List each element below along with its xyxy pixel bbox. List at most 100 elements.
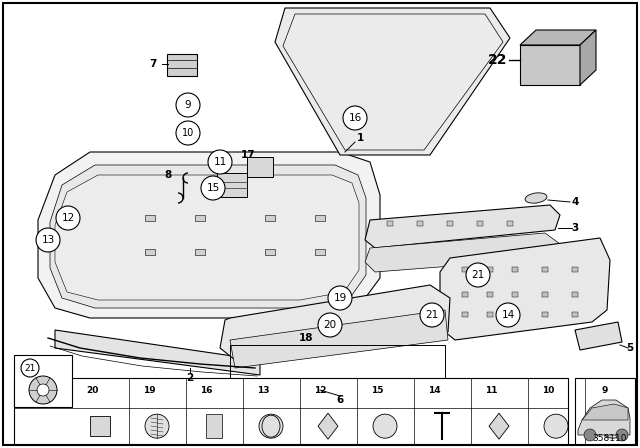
Polygon shape [50,165,366,308]
Text: 20: 20 [86,385,98,395]
Text: 4: 4 [572,197,579,207]
Circle shape [318,313,342,337]
Polygon shape [55,330,260,375]
Circle shape [584,429,596,441]
Bar [487,267,493,272]
Bar [542,292,548,297]
Circle shape [420,303,444,327]
Bar [572,267,578,272]
Bar [462,267,468,272]
FancyBboxPatch shape [167,54,197,76]
Polygon shape [575,322,622,350]
Bar [520,45,580,85]
Bar [195,215,205,221]
Circle shape [373,414,397,438]
Text: 19: 19 [333,293,347,303]
Text: 13: 13 [42,235,54,245]
Bar [14,378,568,444]
Text: 19: 19 [143,385,156,395]
Text: 17: 17 [241,150,255,160]
Text: 8: 8 [164,170,172,180]
Polygon shape [440,238,610,340]
Bar [572,312,578,317]
Bar [512,267,518,272]
Circle shape [56,206,80,230]
Bar [417,221,423,226]
Polygon shape [365,233,560,272]
Circle shape [37,384,49,396]
Bar [512,292,518,297]
Ellipse shape [262,415,280,437]
Circle shape [201,176,225,200]
Bar [206,414,222,438]
Text: 16: 16 [200,385,212,395]
Ellipse shape [525,193,547,203]
Polygon shape [275,8,510,155]
Circle shape [328,286,352,310]
Circle shape [208,150,232,174]
Polygon shape [580,30,596,85]
Polygon shape [489,413,509,439]
Text: 11: 11 [484,385,497,395]
Text: 14: 14 [501,310,515,320]
Text: 15: 15 [371,385,383,395]
Polygon shape [578,400,630,435]
Bar [462,312,468,317]
Text: 12: 12 [61,213,75,223]
Circle shape [544,414,568,438]
Circle shape [21,359,39,377]
Polygon shape [55,175,359,300]
Bar [487,312,493,317]
Bar [542,267,548,272]
Circle shape [176,93,200,117]
Circle shape [466,263,490,287]
Bar [447,221,453,226]
Text: 14: 14 [428,385,440,395]
Bar [462,292,468,297]
Text: 9: 9 [185,100,191,110]
Polygon shape [365,205,560,248]
Text: 15: 15 [206,183,220,193]
Bar [572,292,578,297]
Polygon shape [230,310,448,368]
Bar [542,312,548,317]
Bar [315,215,325,221]
Polygon shape [38,152,380,318]
Polygon shape [520,30,596,45]
Bar [14,355,72,407]
Bar [90,416,110,436]
Polygon shape [582,404,628,420]
Bar [507,221,513,226]
Circle shape [176,121,200,145]
Bar [387,221,393,226]
Text: 20: 20 [323,320,337,330]
Text: 3: 3 [572,223,579,233]
Text: 22: 22 [488,53,508,67]
Circle shape [601,414,625,438]
Bar [145,215,155,221]
Bar [512,312,518,317]
Bar [265,215,275,221]
Bar [230,345,445,395]
Bar [575,378,635,444]
Text: 1: 1 [356,133,364,143]
Text: 21: 21 [24,363,36,372]
Text: 10: 10 [542,385,554,395]
Circle shape [496,303,520,327]
Text: 5: 5 [627,343,634,353]
Polygon shape [318,413,338,439]
FancyBboxPatch shape [247,157,273,177]
Bar [477,221,483,226]
Text: 6: 6 [337,395,344,405]
Text: 21: 21 [426,310,438,320]
Bar [487,292,493,297]
Bar [145,249,155,255]
Text: 10: 10 [182,128,194,138]
Circle shape [616,429,628,441]
Text: 11: 11 [213,157,227,167]
Text: 21: 21 [472,270,484,280]
Circle shape [36,228,60,252]
Text: 12: 12 [314,385,326,395]
Text: 358110: 358110 [593,434,627,443]
Text: 16: 16 [348,113,362,123]
